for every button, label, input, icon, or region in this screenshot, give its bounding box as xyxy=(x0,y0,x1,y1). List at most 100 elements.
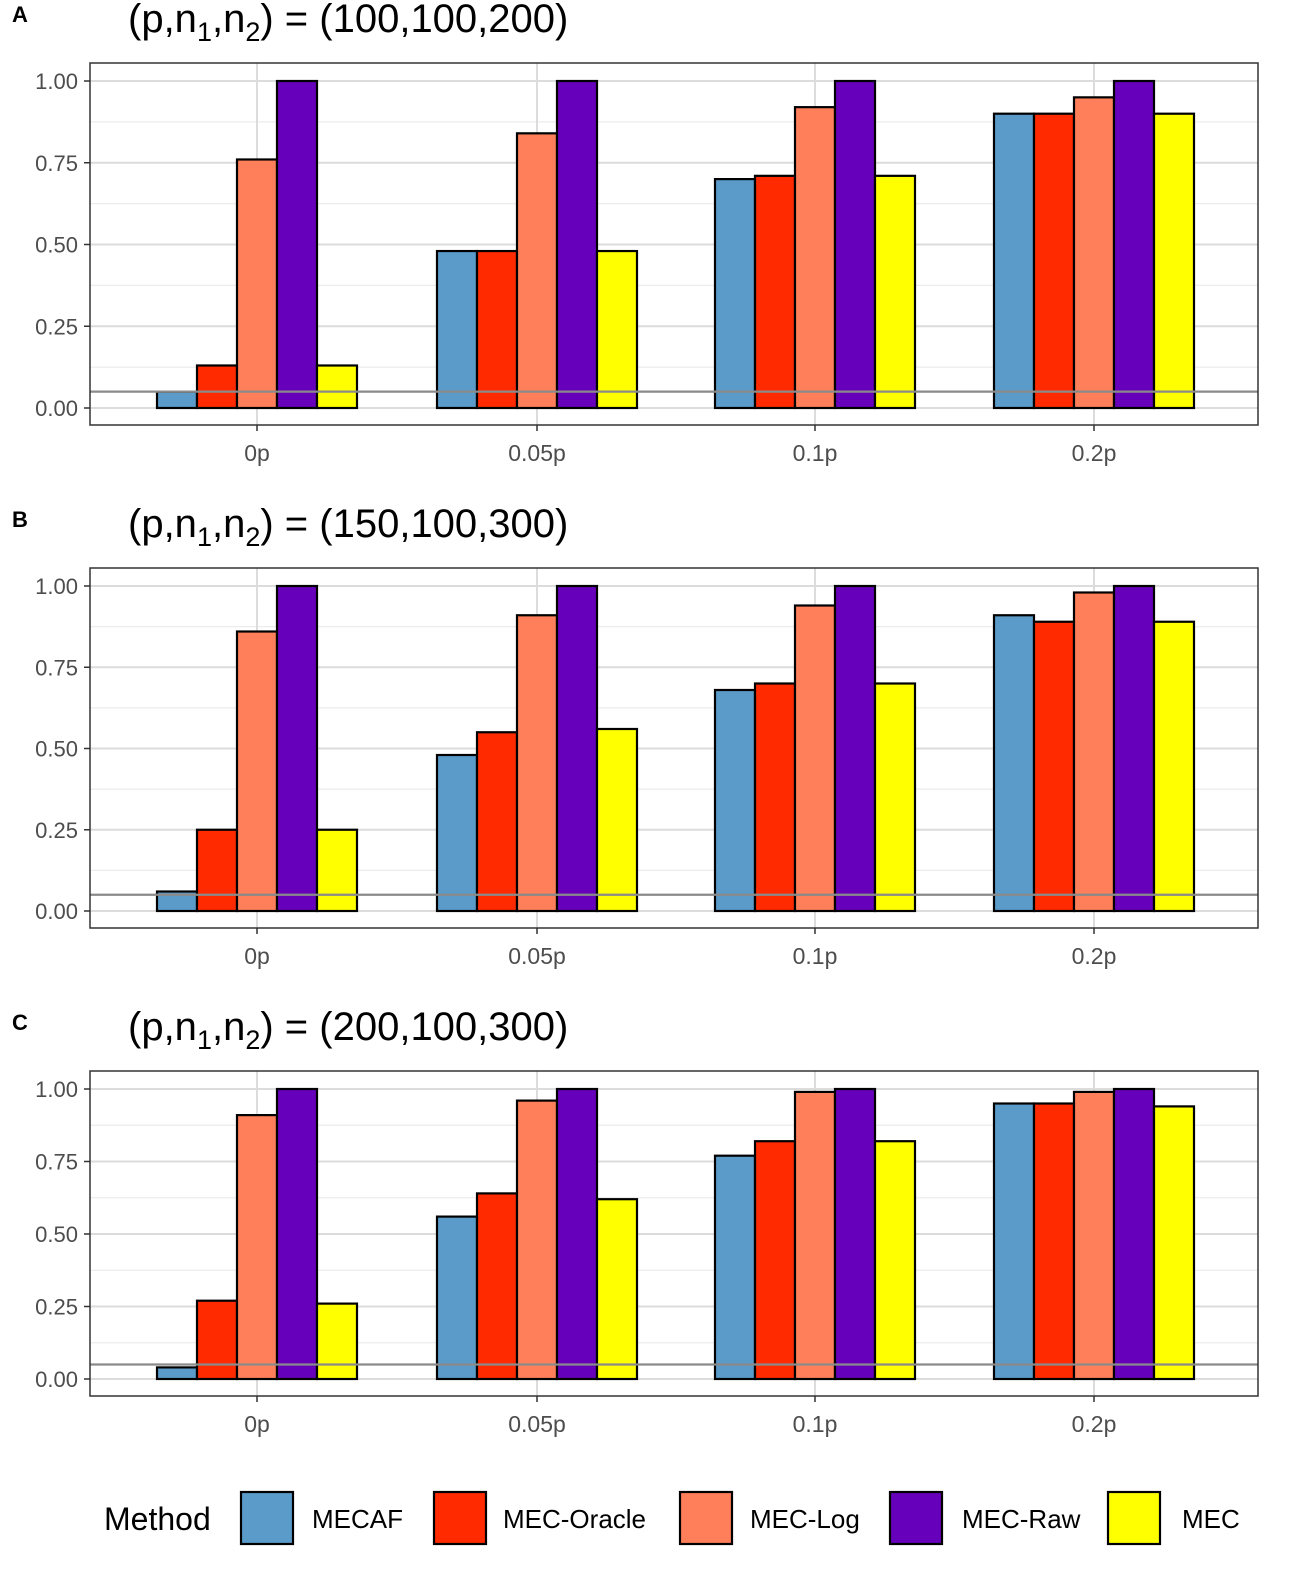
bar-mecaf-005p xyxy=(435,1215,479,1381)
bar-mec-oracle-005p xyxy=(475,731,519,913)
title-sub2: 2 xyxy=(245,522,260,552)
title-value: ) = (150,100,300) xyxy=(260,502,568,546)
panel-title: (p,n1,n2) = (200,100,300) xyxy=(128,1005,568,1055)
bar-mec-raw-0p xyxy=(275,584,319,913)
bar-mec-0p xyxy=(315,828,359,913)
x-tick-label: 0.1p xyxy=(793,1411,838,1437)
bar-mecaf-02p xyxy=(992,112,1036,410)
legend-label-mecaf: MECAF xyxy=(312,1504,403,1534)
y-tick-label: 0.25 xyxy=(35,314,78,339)
bar-mec-raw-005p xyxy=(555,584,599,913)
bar-mec-log-01p xyxy=(793,604,837,913)
legend-label-mec: MEC xyxy=(1182,1504,1240,1534)
bar-mecaf-005p xyxy=(435,249,479,410)
bar-mec-raw-005p xyxy=(555,1087,599,1381)
title-sub2: 2 xyxy=(245,17,260,47)
bar-mec-oracle-0p xyxy=(195,364,239,410)
bar-mec-log-02p xyxy=(1072,1090,1116,1381)
bar-mec-oracle-01p xyxy=(753,682,797,913)
bar-mec-oracle-005p xyxy=(475,249,519,410)
bar-mec-log-01p xyxy=(793,1090,837,1381)
bar-mec-raw-01p xyxy=(833,79,877,410)
x-tick-label: 0.2p xyxy=(1072,943,1117,969)
bar-mecaf-0p xyxy=(155,1366,199,1381)
bar-mecaf-01p xyxy=(713,688,757,913)
legend: Method MECAF MEC-Oracle MEC-Log MEC-Raw MEC xyxy=(104,1490,1240,1546)
bar-mec-raw-0p xyxy=(275,1087,319,1381)
legend-title: Method xyxy=(104,1501,211,1537)
bar-mec-log-005p xyxy=(515,132,559,410)
legend-key-mec-log xyxy=(678,1490,734,1546)
title-mid: ,n xyxy=(212,1005,245,1049)
title-value: ) = (100,100,200) xyxy=(260,0,568,41)
bar-mec-log-02p xyxy=(1072,96,1116,410)
x-tick-label: 0p xyxy=(244,1411,270,1437)
x-tick-label: 0.2p xyxy=(1072,1411,1117,1437)
bar-mec-0p xyxy=(315,364,359,410)
bar-mec-raw-01p xyxy=(833,584,877,913)
title-value: ) = (200,100,300) xyxy=(260,1005,568,1049)
panel-c: 0.00 0.25 0.50 0.75 1.00 0p 0.05p 0.1p 0.2p C (p,n… xyxy=(12,1005,1259,1437)
y-tick-label: 0.25 xyxy=(35,818,78,843)
bar-mec-log-02p xyxy=(1072,591,1116,913)
bar-mec-01p xyxy=(873,174,917,410)
bar-mec-005p xyxy=(595,727,639,913)
y-tick-label: 0.25 xyxy=(35,1295,78,1320)
bar-mec-02p xyxy=(1152,620,1196,913)
panel-letter: C xyxy=(12,1010,28,1035)
bar-mec-01p xyxy=(873,682,917,913)
legend-key-mec-raw xyxy=(888,1490,944,1546)
x-tick-label: 0p xyxy=(244,943,270,969)
legend-label-mec-log: MEC-Log xyxy=(750,1504,860,1534)
bar-mec-oracle-02p xyxy=(1032,620,1076,913)
y-tick-label: 1.00 xyxy=(35,1077,78,1102)
bar-mec-01p xyxy=(873,1140,917,1381)
bar-mec-005p xyxy=(595,1198,639,1381)
bar-mec-oracle-02p xyxy=(1032,1102,1076,1381)
bar-mec-oracle-01p xyxy=(753,174,797,410)
bar-mec-oracle-02p xyxy=(1032,112,1076,410)
bar-mec-oracle-005p xyxy=(475,1192,519,1381)
x-tick-label: 0p xyxy=(244,440,270,466)
panel-a: 0.00 0.25 0.50 0.75 1.00 0p 0.05p 0.1p 0.2p A (p,n… xyxy=(12,0,1259,466)
y-tick-label: 0.00 xyxy=(35,899,78,924)
y-tick-label: 1.00 xyxy=(35,69,78,94)
y-tick-label: 0.00 xyxy=(35,1367,78,1392)
bar-mec-log-0p xyxy=(235,158,279,410)
panel-title: (p,n1,n2) = (150,100,300) xyxy=(128,502,568,552)
title-prefix: (p,n xyxy=(128,502,197,546)
bar-mecaf-01p xyxy=(713,1154,757,1381)
bar-mec-oracle-0p xyxy=(195,1299,239,1381)
x-tick-label: 0.05p xyxy=(508,1411,566,1437)
bar-mec-log-0p xyxy=(235,1113,279,1381)
y-tick-label: 0.75 xyxy=(35,1150,78,1175)
y-tick-label: 0.00 xyxy=(35,396,78,421)
title-sub1: 1 xyxy=(197,522,212,552)
y-tick-label: 1.00 xyxy=(35,574,78,599)
y-tick-label: 0.50 xyxy=(35,1222,78,1247)
title-sub1: 1 xyxy=(197,1025,212,1055)
y-tick-label: 0.75 xyxy=(35,655,78,680)
title-prefix: (p,n xyxy=(128,0,197,41)
legend-key-mec-oracle xyxy=(432,1490,488,1546)
bar-mec-005p xyxy=(595,249,639,410)
panel-letter: A xyxy=(12,2,28,27)
x-tick-label: 0.05p xyxy=(508,943,566,969)
bar-mec-log-0p xyxy=(235,630,279,913)
bar-mec-02p xyxy=(1152,112,1196,410)
title-sub2: 2 xyxy=(245,1025,260,1055)
y-tick-label: 0.75 xyxy=(35,151,78,176)
bar-mec-0p xyxy=(315,1302,359,1381)
bar-mecaf-01p xyxy=(713,178,757,410)
bar-mec-log-005p xyxy=(515,1099,559,1381)
panel-letter: B xyxy=(12,507,28,532)
bar-mec-raw-0p xyxy=(275,79,319,410)
bar-mecaf-0p xyxy=(155,390,199,410)
bar-mec-oracle-0p xyxy=(195,828,239,913)
y-tick-label: 0.50 xyxy=(35,737,78,762)
bar-mec-raw-005p xyxy=(555,79,599,410)
bar-mec-raw-02p xyxy=(1112,1087,1156,1381)
y-tick-label: 0.50 xyxy=(35,233,78,258)
bar-mec-raw-02p xyxy=(1112,584,1156,913)
x-tick-label: 0.05p xyxy=(508,440,566,466)
